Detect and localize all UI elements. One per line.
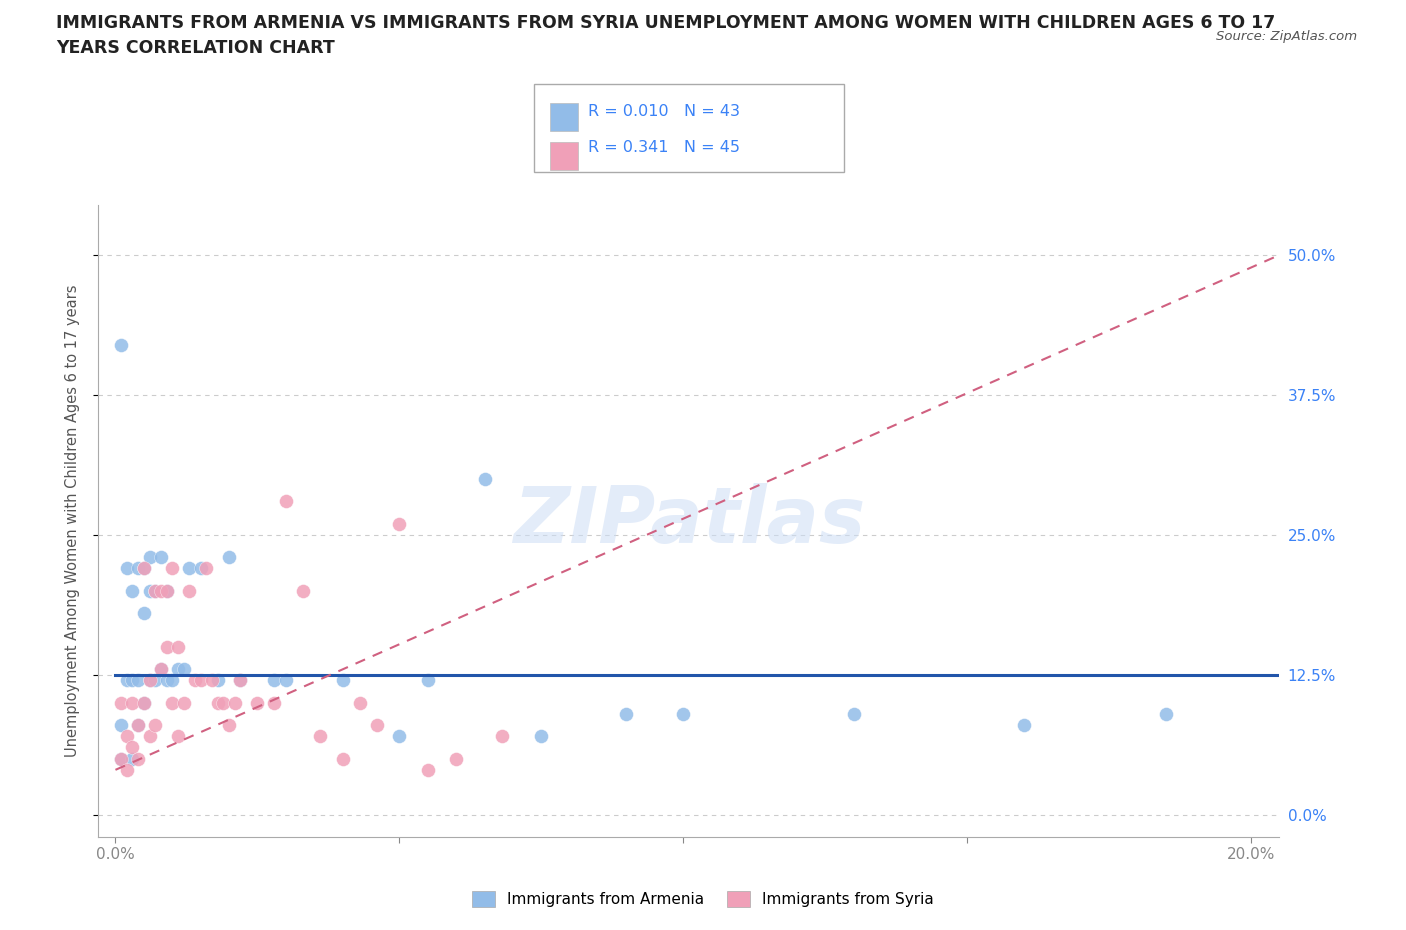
Point xyxy=(672,707,695,722)
Point xyxy=(388,729,411,744)
Point xyxy=(155,673,177,688)
Point xyxy=(132,696,155,711)
Point xyxy=(149,550,172,565)
Point xyxy=(121,751,143,766)
Point xyxy=(195,561,218,576)
Point xyxy=(110,718,132,733)
Point xyxy=(388,516,411,531)
Point xyxy=(115,561,138,576)
Point xyxy=(246,696,269,711)
Point xyxy=(121,673,143,688)
Point xyxy=(173,696,195,711)
Point xyxy=(143,718,166,733)
Point xyxy=(173,661,195,676)
Point xyxy=(127,718,149,733)
Point xyxy=(207,673,229,688)
Point xyxy=(138,673,160,688)
Point xyxy=(1154,707,1177,722)
Point xyxy=(201,673,224,688)
Point xyxy=(162,561,183,576)
Point xyxy=(110,751,132,766)
Point xyxy=(263,673,285,688)
Point xyxy=(332,751,354,766)
Point xyxy=(110,751,132,766)
Point xyxy=(155,639,177,654)
Point xyxy=(179,561,201,576)
Point xyxy=(121,740,143,755)
Point xyxy=(138,673,160,688)
Point xyxy=(132,561,155,576)
Point xyxy=(138,729,160,744)
Point xyxy=(167,661,190,676)
Point xyxy=(274,673,297,688)
Point xyxy=(1012,718,1035,733)
Point xyxy=(274,494,297,509)
Point xyxy=(474,472,496,486)
Point xyxy=(179,583,201,598)
Point xyxy=(115,729,138,744)
Point xyxy=(127,751,149,766)
Text: Source: ZipAtlas.com: Source: ZipAtlas.com xyxy=(1216,30,1357,43)
Point xyxy=(190,561,212,576)
Point xyxy=(132,605,155,620)
Point xyxy=(842,707,865,722)
Point xyxy=(167,729,190,744)
Point xyxy=(229,673,252,688)
Point xyxy=(115,673,138,688)
Point xyxy=(184,673,207,688)
Text: YEARS CORRELATION CHART: YEARS CORRELATION CHART xyxy=(56,39,335,57)
Text: IMMIGRANTS FROM ARMENIA VS IMMIGRANTS FROM SYRIA UNEMPLOYMENT AMONG WOMEN WITH C: IMMIGRANTS FROM ARMENIA VS IMMIGRANTS FR… xyxy=(56,14,1275,32)
Point xyxy=(218,550,240,565)
Point xyxy=(110,696,132,711)
Text: ZIPatlas: ZIPatlas xyxy=(513,483,865,559)
Point xyxy=(162,696,183,711)
Point xyxy=(132,696,155,711)
Y-axis label: Unemployment Among Women with Children Ages 6 to 17 years: Unemployment Among Women with Children A… xyxy=(65,285,80,757)
Point xyxy=(138,583,160,598)
Point xyxy=(207,696,229,711)
Point xyxy=(115,763,138,777)
Point xyxy=(366,718,388,733)
Point xyxy=(149,661,172,676)
Point xyxy=(149,583,172,598)
Point xyxy=(127,561,149,576)
Point xyxy=(155,583,177,598)
Point xyxy=(162,673,183,688)
Point xyxy=(143,583,166,598)
Point xyxy=(416,763,439,777)
Point xyxy=(132,561,155,576)
Point xyxy=(218,718,240,733)
Point xyxy=(167,639,190,654)
Legend: Immigrants from Armenia, Immigrants from Syria: Immigrants from Armenia, Immigrants from… xyxy=(465,884,941,913)
Point xyxy=(110,337,132,352)
Point xyxy=(121,696,143,711)
Text: R = 0.010   N = 43: R = 0.010 N = 43 xyxy=(588,104,740,119)
Point xyxy=(190,673,212,688)
Point xyxy=(349,696,371,711)
Point xyxy=(416,673,439,688)
Point xyxy=(308,729,332,744)
Point xyxy=(491,729,513,744)
Point xyxy=(138,550,160,565)
Point xyxy=(155,583,177,598)
Point xyxy=(616,707,638,722)
Point xyxy=(121,583,143,598)
Point xyxy=(263,696,285,711)
Point xyxy=(530,729,553,744)
Point xyxy=(224,696,246,711)
Point xyxy=(229,673,252,688)
Text: R = 0.341   N = 45: R = 0.341 N = 45 xyxy=(588,140,740,154)
Point xyxy=(143,583,166,598)
Point xyxy=(127,718,149,733)
Point xyxy=(127,673,149,688)
Point xyxy=(332,673,354,688)
Point xyxy=(143,673,166,688)
Point xyxy=(444,751,467,766)
Point xyxy=(149,661,172,676)
Point xyxy=(291,583,314,598)
Point xyxy=(212,696,235,711)
